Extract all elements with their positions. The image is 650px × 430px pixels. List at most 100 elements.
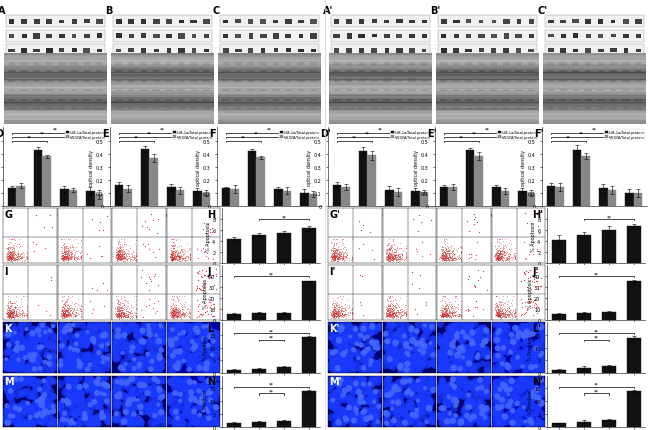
Point [8,312,19,319]
Point [167,310,177,317]
Point [382,242,393,249]
Bar [465,63,472,65]
Point [529,394,539,401]
Point [401,249,411,256]
Point [480,338,490,345]
Point [382,254,392,261]
Point [395,313,405,320]
Point [31,241,41,248]
Point [495,312,505,319]
Point [443,301,454,307]
Point [207,387,217,394]
Point [527,331,538,338]
Point [116,311,127,318]
Point [333,313,344,319]
Point [122,256,132,263]
Point [150,254,161,261]
Point [328,312,338,319]
Point [389,249,399,256]
Point [437,246,448,253]
Point [101,213,112,220]
Point [96,390,107,397]
Point [452,321,463,328]
Point [330,306,340,313]
Point [443,248,453,255]
Point [365,381,375,387]
Point [505,237,515,244]
Point [447,248,457,255]
Point [28,405,38,412]
Point [437,246,448,253]
Point [382,313,393,320]
Point [20,388,30,395]
Point [24,342,34,349]
Point [184,366,194,373]
Point [482,386,492,393]
Point [136,329,146,336]
Point [491,252,502,259]
Point [5,256,16,263]
Point [357,326,367,332]
Point [177,293,187,300]
Point [439,253,449,260]
Bar [623,35,629,39]
Point [39,340,49,347]
Point [167,256,177,263]
Point [350,407,361,414]
Point [174,390,184,397]
Point [63,255,73,261]
Point [439,305,450,312]
Point [493,311,504,318]
Point [510,307,521,313]
Point [144,326,154,333]
Point [60,244,71,251]
Point [447,310,457,317]
Point [176,252,187,259]
Point [494,314,504,321]
Bar [466,21,471,24]
Point [410,342,420,349]
Point [326,250,337,257]
Point [42,409,52,416]
Point [187,338,198,345]
Point [57,310,67,317]
Point [478,400,488,407]
Point [112,295,122,302]
Point [68,306,79,313]
Bar [202,109,211,111]
Point [114,311,125,318]
Point [60,254,70,261]
Point [504,411,515,418]
Point [509,252,519,259]
Bar [490,71,497,73]
Point [211,267,221,273]
Point [497,296,507,303]
Point [497,255,508,262]
Point [101,359,111,366]
Point [400,302,410,309]
Point [332,311,343,318]
Bar [248,34,253,40]
Point [6,310,17,316]
Point [155,326,166,333]
Point [122,308,132,315]
Point [118,307,128,314]
Point [441,418,451,424]
Point [165,252,176,258]
Point [380,247,391,254]
Point [71,309,81,316]
Point [497,338,507,344]
Point [80,341,90,347]
Point [388,255,398,262]
Point [469,380,480,387]
Point [167,248,177,255]
Point [390,311,400,318]
Point [391,257,401,264]
Point [32,335,42,342]
Point [79,407,90,414]
Point [526,321,537,328]
Point [131,305,141,312]
Point [436,246,447,253]
Bar [597,90,604,92]
Point [474,328,485,335]
